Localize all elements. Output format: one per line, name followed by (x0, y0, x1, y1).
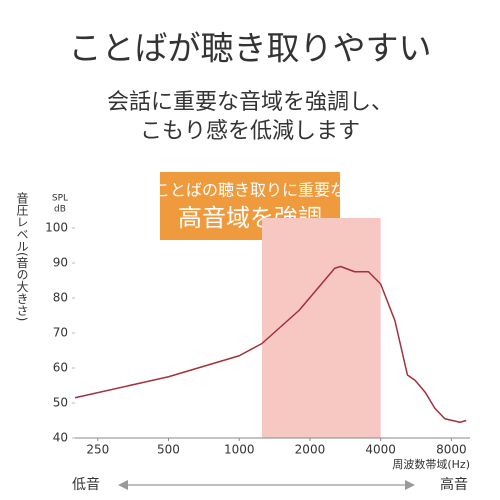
title: ことばが聴き取りやすい (69, 29, 432, 68)
y-axis-label: 音圧レベル(音の大きさ) (15, 191, 29, 322)
low-label: 低音 (72, 476, 100, 493)
plot: 40 50 60 70 80 90 100 250 500 1000 2000 4000 8000 (45, 218, 470, 457)
arrow-head (118, 480, 128, 490)
subtitle: こもり感を低減します (140, 119, 360, 144)
y-unit: dB (54, 205, 66, 215)
y-tick-label: 40 (53, 431, 68, 445)
x-tick-label: 8000 (436, 443, 467, 457)
y-tick-label: 80 (53, 291, 68, 305)
callout-text: ことばの聴き取りに重要な (154, 181, 346, 200)
y-tick-label: 70 (53, 326, 68, 340)
x-tick-label: 500 (157, 443, 180, 457)
arrow-head (405, 480, 415, 490)
x-tick-label: 1000 (224, 443, 255, 457)
y-tick-label: 60 (53, 361, 68, 375)
y-tick-label: 100 (45, 221, 68, 235)
y-tick-label: 50 (53, 396, 68, 410)
x-axis-label: 周波数帯域(Hz) (392, 458, 470, 471)
high-label: 高音 (440, 476, 468, 493)
y-unit: SPL (52, 194, 68, 204)
response-curve (74, 265, 467, 423)
x-tick-label: 4000 (365, 443, 396, 457)
highlight-band (261, 218, 381, 438)
x-tick-label: 250 (86, 443, 109, 457)
callout: ことばの聴き取りに重要な 高音域を強調 (154, 172, 346, 256)
subtitle: 会話に重要な音域を強調し、 (107, 90, 393, 115)
x-tick-label: 2000 (295, 443, 326, 457)
y-tick-label: 90 (53, 256, 68, 270)
